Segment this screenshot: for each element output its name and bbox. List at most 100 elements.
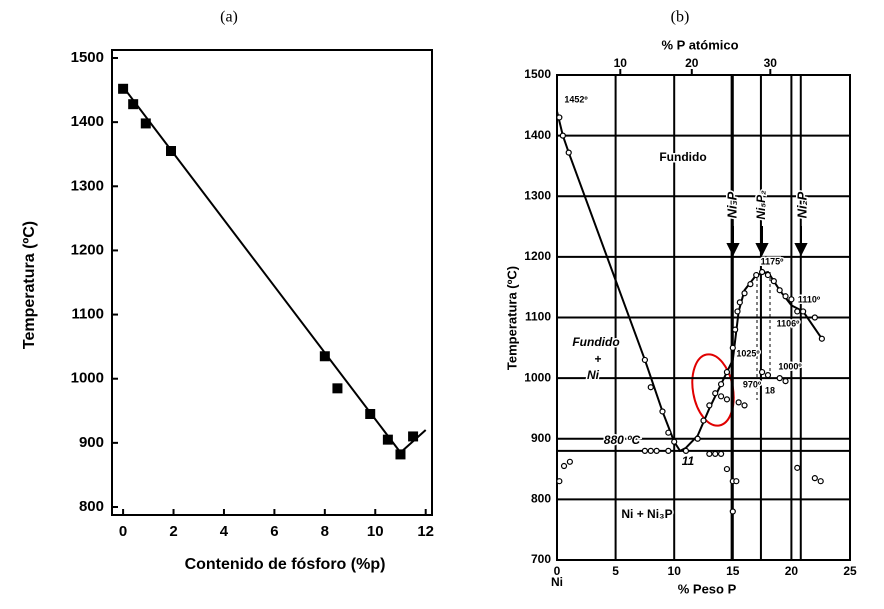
data-point: [712, 390, 719, 397]
x2-tick-label: 20: [685, 56, 699, 70]
x-tick-label: 0: [119, 523, 127, 540]
data-point: [817, 478, 824, 485]
y-tick-label: 1100: [71, 306, 104, 323]
x2-axis-label: % P atómico: [661, 37, 738, 52]
y-tick-label: 1200: [71, 241, 104, 258]
annotation: Fundido: [572, 335, 619, 349]
annotation: Fundido: [659, 150, 706, 164]
x-tick-label: 12: [417, 523, 434, 540]
annotation: 1025º: [736, 348, 760, 358]
chart-1: (b) % Peso P Temperatura (ºC) 700 800 900 1000…: [504, 9, 857, 597]
data-point: [735, 399, 742, 406]
data-point: [736, 299, 743, 306]
data-point: [641, 447, 649, 454]
x-tick-label: 15: [726, 564, 740, 578]
y-tick-label: 1400: [524, 128, 551, 142]
data-point: [408, 431, 419, 442]
plot-frame: [111, 49, 433, 516]
annotation: 1110º: [798, 294, 821, 304]
data-point: [776, 287, 783, 294]
data-point: [782, 293, 789, 300]
y-tick-label: 1300: [71, 177, 104, 194]
x-tick-label: 2: [169, 523, 177, 540]
data-point: [565, 149, 572, 156]
annotation: 1106º: [777, 318, 801, 328]
chart-title: (a): [220, 9, 238, 26]
data-point: [332, 383, 343, 394]
data-point: [118, 83, 129, 94]
data-point: [700, 417, 707, 424]
y-tick-label: 700: [531, 552, 551, 566]
x-tick-label: 0: [554, 564, 561, 578]
x2-tick-label: 30: [764, 56, 778, 70]
x-tick-label: 10: [668, 564, 682, 578]
data-point: [647, 384, 654, 391]
annotation: Ni₃P: [724, 191, 739, 218]
dashed-guides: [756, 272, 771, 400]
y-tick-label: 800: [79, 498, 104, 515]
data-point: [140, 118, 151, 129]
data-point: [800, 308, 807, 315]
data-point: [556, 478, 563, 485]
data-point: [665, 429, 672, 436]
y-tick-label: 1400: [71, 113, 104, 130]
x-axis-label: Contenido de fósforo (%p): [185, 556, 386, 573]
data-point: [776, 375, 783, 382]
annotation: 880 ºC: [604, 433, 641, 447]
annotation: 1452º: [564, 94, 588, 104]
data-point: [764, 271, 772, 279]
annotation: 970º: [743, 379, 762, 389]
data-point: [788, 296, 795, 303]
data-point: [694, 435, 701, 442]
x-tick-label: 8: [321, 523, 329, 540]
data-point: [706, 450, 713, 458]
arrows: [726, 226, 808, 257]
data-point: [682, 447, 690, 454]
y-tick-label: 1300: [524, 188, 551, 202]
data-point: [753, 271, 760, 279]
y-tick-label: 1500: [71, 49, 104, 66]
chart-title: (b): [671, 9, 690, 26]
x2-tick-label: 10: [614, 56, 628, 70]
data-point: [653, 447, 660, 454]
y-tick-label: 1100: [525, 310, 551, 324]
data-point: [559, 132, 566, 139]
chart-0: (a) Contenido de fósforo (%p) Temperatura …: [21, 9, 434, 574]
annotation: 1000º: [778, 361, 802, 371]
data-point: [128, 99, 139, 110]
data-point: [647, 447, 654, 454]
fit-line: [122, 86, 427, 454]
data-point: [811, 314, 818, 321]
annotation: Ni + Ni₃P: [621, 507, 672, 521]
data-point: [734, 308, 741, 315]
data-point: [671, 438, 678, 445]
y-tick-label: 900: [531, 431, 551, 445]
x-axis-label: % Peso P: [678, 581, 737, 596]
x-tick-label: 5: [612, 564, 619, 578]
data-point: [758, 268, 766, 276]
data-point: [706, 402, 713, 409]
data-point: [319, 351, 330, 362]
data-point: [733, 478, 740, 485]
data-point: [758, 368, 766, 376]
annotation: 11: [682, 454, 695, 468]
data-point: [659, 408, 666, 415]
annotation: Ni₂P: [794, 191, 809, 218]
y-tick-label: 800: [531, 492, 551, 506]
data-point: [729, 508, 736, 515]
data-point: [764, 371, 772, 379]
y-tick-label: 900: [79, 434, 104, 451]
data-point: [794, 308, 801, 315]
x-tick-label: 10: [367, 523, 384, 540]
data-point: [741, 290, 748, 297]
annotation: 1175º: [761, 256, 785, 266]
annotation: Ni₅P₂: [754, 190, 768, 220]
data-point: [811, 475, 818, 482]
y-tick-label: 1500: [524, 67, 551, 81]
data-point: [717, 381, 725, 388]
x-tick-label: 4: [220, 523, 229, 540]
data-point: [723, 396, 731, 403]
y-tick-label: 1000: [71, 370, 104, 387]
data-point: [556, 114, 563, 121]
